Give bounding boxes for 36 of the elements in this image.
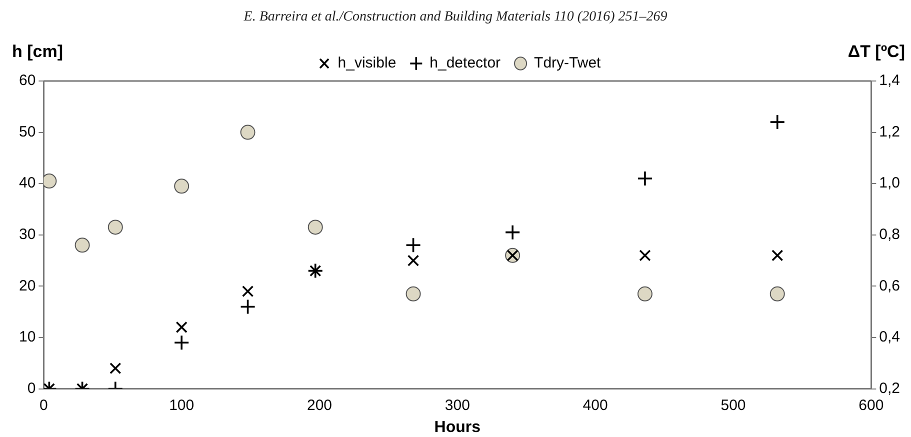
legend-label: h_visible [338,54,396,72]
y-tick-label: 0 [27,380,36,397]
point [406,286,421,302]
y-tick-label: 40 [18,174,36,192]
y-tick-label: 50 [18,123,36,140]
x-tick-label: 100 [169,396,194,414]
point [174,178,190,194]
y2-axis-title: ΔT [ºC] [848,42,905,62]
y2-tick-label: 0,6 [879,277,900,294]
point [770,286,785,302]
x-axis-title: Hours [434,418,481,436]
point [637,286,652,302]
point [240,124,256,140]
y2-tick-label: 0,4 [879,328,900,346]
text: E. Barreira et al./Construction and Building Materials 110 (2016) 251–269 [242,10,668,25]
y2-tick-label: 0,2 [879,380,900,397]
x-tick-label: 400 [582,396,608,414]
y-tick-label: 10 [18,328,36,346]
y-tick-label: 30 [18,226,36,244]
y2-tick-label: 1,2 [879,123,900,140]
y2-tick-label: 1,4 [879,72,900,90]
y2-tick-label: 1,0 [879,174,900,192]
y-tick-label: 60 [18,72,36,90]
y-tick-label: 20 [18,277,36,294]
y-axis-title: h [cm] [12,42,63,62]
legend-label: Tdry-Twet [534,54,602,72]
point [108,220,123,235]
y2-tick-label: 0,8 [879,226,900,244]
x-tick-label: 300 [444,396,470,414]
x-tick-label: 500 [720,396,746,414]
point [308,220,323,235]
x-tick-label: 0 [40,396,48,414]
x-tick-label: 200 [306,396,332,414]
point [74,238,90,253]
x-tick-label: 600 [858,396,884,414]
legend-label: h_detector [430,54,501,72]
